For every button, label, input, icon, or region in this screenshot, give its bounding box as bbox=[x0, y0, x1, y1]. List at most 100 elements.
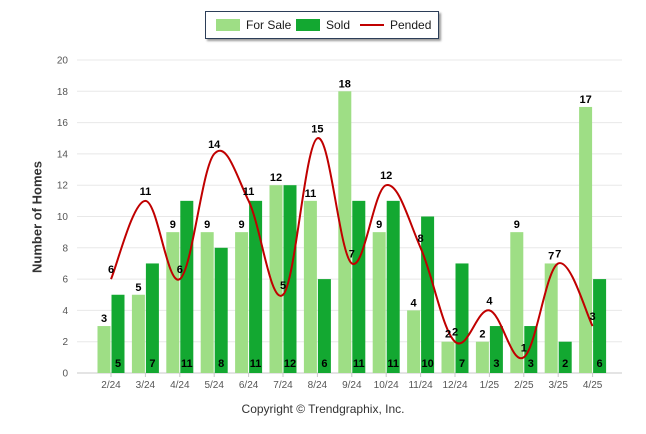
x-tick-label: 10/24 bbox=[374, 380, 399, 391]
sold-value-label: 11 bbox=[250, 358, 262, 370]
x-tick-label: 11/24 bbox=[408, 380, 433, 391]
for-sale-bar bbox=[235, 232, 249, 373]
for-sale-bar bbox=[338, 91, 352, 374]
copyright-text: Copyright © Trendgraphix, Inc. bbox=[241, 402, 405, 416]
sold-bar bbox=[317, 279, 331, 373]
for-sale-bar bbox=[510, 232, 524, 373]
pended-value-label: 3 bbox=[590, 311, 596, 323]
sold-bar bbox=[249, 200, 263, 373]
x-tick-label: 9/24 bbox=[342, 380, 362, 391]
for-sale-bar bbox=[441, 341, 455, 373]
x-tick-label: 2/25 bbox=[514, 380, 534, 391]
for-sale-value-label: 9 bbox=[239, 219, 245, 231]
sold-value-label: 7 bbox=[149, 358, 155, 370]
for-sale-bar bbox=[579, 106, 593, 373]
for-sale-bar bbox=[269, 185, 283, 373]
for-sale-value-label: 2 bbox=[445, 329, 451, 341]
pended-value-label: 5 bbox=[280, 280, 286, 292]
sold-value-label: 11 bbox=[181, 358, 193, 370]
for-sale-value-label: 11 bbox=[305, 188, 317, 200]
sold-bar bbox=[386, 200, 400, 373]
for-sale-value-label: 2 bbox=[479, 329, 485, 341]
x-tick-label: 12/24 bbox=[442, 380, 467, 391]
y-tick-label: 4 bbox=[62, 306, 68, 317]
for-sale-value-label: 9 bbox=[170, 219, 176, 231]
sold-value-label: 12 bbox=[284, 358, 296, 370]
y-tick-label: 14 bbox=[57, 149, 69, 160]
x-tick-label: 1/25 bbox=[480, 380, 500, 391]
sold-bar bbox=[111, 294, 125, 373]
pended-value-label: 14 bbox=[208, 139, 221, 151]
x-axis-ticks: 2/24 3/24 4/24 5/24 6/24 7/24 8/24 9/24 10/24 11/… bbox=[101, 373, 603, 391]
for-sale-bar bbox=[200, 232, 214, 373]
for-sale-swatch bbox=[216, 19, 240, 31]
pended-value-label: 6 bbox=[177, 264, 183, 276]
y-tick-label: 16 bbox=[57, 118, 69, 129]
y-tick-label: 6 bbox=[62, 275, 68, 286]
for-sale-bar bbox=[303, 200, 317, 373]
x-tick-label: 5/24 bbox=[204, 380, 224, 391]
sold-bar bbox=[455, 263, 469, 373]
sold-value-label: 11 bbox=[387, 358, 399, 370]
pended-value-label: 11 bbox=[140, 186, 152, 198]
legend-label-sold: Sold bbox=[326, 18, 351, 32]
x-tick-label: 4/25 bbox=[583, 380, 603, 391]
y-tick-label: 12 bbox=[57, 181, 69, 192]
y-tick-label: 0 bbox=[62, 369, 68, 380]
for-sale-value-label: 4 bbox=[411, 297, 418, 309]
y-axis-ticks: 0 2 4 6 8 10 12 14 16 18 20 bbox=[57, 56, 69, 380]
pended-line bbox=[110, 137, 594, 360]
x-tick-label: 6/24 bbox=[239, 380, 259, 391]
sold-bar bbox=[489, 326, 503, 373]
y-tick-label: 10 bbox=[57, 212, 69, 223]
x-tick-label: 4/24 bbox=[170, 380, 190, 391]
pended-value-label: 8 bbox=[418, 233, 424, 245]
pended-value-label: 7 bbox=[555, 248, 561, 260]
sold-value-label: 2 bbox=[562, 358, 568, 370]
sold-value-label: 6 bbox=[321, 358, 327, 370]
x-tick-label: 3/25 bbox=[548, 380, 568, 391]
pended-series-line bbox=[110, 137, 594, 360]
sold-value-label: 5 bbox=[115, 358, 121, 370]
sold-value-label: 8 bbox=[218, 358, 224, 370]
legend-label-for-sale: For Sale bbox=[246, 18, 292, 32]
x-tick-label: 7/24 bbox=[273, 380, 293, 391]
sold-value-label: 6 bbox=[597, 358, 603, 370]
legend-item-for-sale[interactable]: For Sale bbox=[216, 12, 291, 38]
for-sale-value-label: 18 bbox=[339, 78, 351, 90]
bars bbox=[97, 91, 607, 374]
sold-bar bbox=[558, 341, 572, 373]
pended-value-label: 2 bbox=[452, 327, 458, 339]
pended-value-label: 11 bbox=[243, 186, 255, 198]
legend-item-pended[interactable]: Pended bbox=[360, 12, 431, 38]
legend-item-sold[interactable]: Sold bbox=[296, 12, 350, 38]
for-sale-bar bbox=[131, 294, 145, 373]
sold-value-label: 3 bbox=[493, 358, 499, 370]
sold-value-label: 11 bbox=[353, 358, 365, 370]
pended-value-label: 4 bbox=[486, 295, 493, 307]
for-sale-value-label: 5 bbox=[135, 282, 141, 294]
y-tick-label: 2 bbox=[62, 337, 68, 348]
pended-value-label: 6 bbox=[108, 264, 114, 276]
for-sale-value-label: 9 bbox=[376, 219, 382, 231]
sold-bar bbox=[352, 200, 366, 373]
pended-value-label: 1 bbox=[521, 342, 527, 354]
sold-value-label: 3 bbox=[528, 358, 534, 370]
x-tick-label: 8/24 bbox=[308, 380, 328, 391]
for-sale-value-label: 9 bbox=[204, 219, 210, 231]
y-tick-label: 18 bbox=[57, 87, 69, 98]
sold-swatch bbox=[296, 19, 320, 31]
for-sale-value-label: 17 bbox=[579, 94, 591, 106]
for-sale-value-label: 7 bbox=[548, 250, 554, 262]
x-tick-label: 3/24 bbox=[136, 380, 156, 391]
legend: For Sale Sold Pended bbox=[205, 11, 439, 39]
for-sale-value-label: 3 bbox=[101, 313, 107, 325]
pended-value-label: 15 bbox=[311, 123, 323, 135]
for-sale-bar bbox=[372, 232, 386, 373]
pended-swatch bbox=[360, 24, 384, 26]
sold-bar bbox=[214, 247, 228, 373]
for-sale-value-label: 9 bbox=[514, 219, 520, 231]
for-sale-bar bbox=[475, 341, 489, 373]
pended-value-label: 12 bbox=[380, 170, 392, 182]
